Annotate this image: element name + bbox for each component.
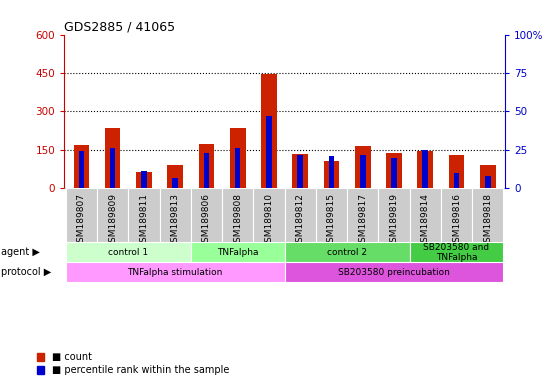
Bar (391, 157, 397, 189)
Bar (261, 74, 277, 189)
Text: GSM189816: GSM189816 (452, 193, 461, 248)
Text: GSM189815: GSM189815 (327, 193, 336, 248)
Bar (66, 242, 191, 262)
Bar (141, 172, 147, 189)
Text: GDS2885 / 41065: GDS2885 / 41065 (64, 20, 175, 33)
Text: GSM189806: GSM189806 (202, 193, 211, 248)
Text: GSM189818: GSM189818 (483, 193, 492, 248)
Bar (480, 166, 496, 189)
Bar (128, 189, 160, 242)
Bar (410, 242, 503, 262)
Bar (417, 151, 433, 189)
Bar (378, 189, 410, 242)
Bar (66, 262, 285, 282)
Bar (454, 173, 459, 189)
Bar (74, 145, 89, 189)
Bar (386, 152, 402, 189)
Text: GSM189813: GSM189813 (171, 193, 180, 248)
Text: GSM189814: GSM189814 (421, 193, 430, 248)
Bar (105, 128, 121, 189)
Bar (316, 189, 347, 242)
Bar (253, 189, 285, 242)
Bar (292, 154, 308, 189)
Bar (324, 162, 339, 189)
Bar (410, 189, 441, 242)
Bar (97, 189, 128, 242)
Text: agent ▶: agent ▶ (1, 247, 40, 257)
Bar (204, 153, 209, 189)
Text: SB203580 preincubation: SB203580 preincubation (338, 268, 450, 277)
Bar (235, 148, 240, 189)
Text: control 2: control 2 (327, 248, 367, 257)
Bar (285, 262, 503, 282)
Text: GSM189819: GSM189819 (389, 193, 398, 248)
Text: GSM189807: GSM189807 (77, 193, 86, 248)
Text: control 1: control 1 (108, 248, 148, 257)
Bar (66, 189, 97, 242)
Text: GSM189809: GSM189809 (108, 193, 117, 248)
Bar (485, 176, 490, 189)
Bar (472, 189, 503, 242)
Bar (422, 150, 428, 189)
Bar (172, 178, 178, 189)
Bar (285, 242, 410, 262)
Bar (266, 116, 272, 189)
Bar (191, 189, 222, 242)
Bar (297, 154, 303, 189)
Bar (79, 151, 84, 189)
Bar (230, 128, 246, 189)
Bar (136, 172, 152, 189)
Bar (285, 189, 316, 242)
Text: protocol ▶: protocol ▶ (1, 267, 51, 277)
Text: GSM189810: GSM189810 (264, 193, 273, 248)
Text: TNFalpha stimulation: TNFalpha stimulation (127, 268, 223, 277)
Bar (191, 242, 285, 262)
Text: GSM189808: GSM189808 (233, 193, 242, 248)
Text: TNFalpha: TNFalpha (217, 248, 258, 257)
Bar (355, 146, 371, 189)
Bar (347, 189, 378, 242)
Bar (449, 155, 464, 189)
Bar (199, 144, 214, 189)
Bar (441, 189, 472, 242)
Text: GSM189817: GSM189817 (358, 193, 367, 248)
Bar (329, 156, 334, 189)
Bar (222, 189, 253, 242)
Bar (360, 154, 365, 189)
Legend: ■ count, ■ percentile rank within the sample: ■ count, ■ percentile rank within the sa… (33, 348, 233, 379)
Bar (110, 148, 116, 189)
Text: GSM189811: GSM189811 (140, 193, 148, 248)
Bar (167, 166, 183, 189)
Text: SB203580 and
TNFalpha: SB203580 and TNFalpha (424, 243, 489, 262)
Text: GSM189812: GSM189812 (296, 193, 305, 248)
Bar (160, 189, 191, 242)
